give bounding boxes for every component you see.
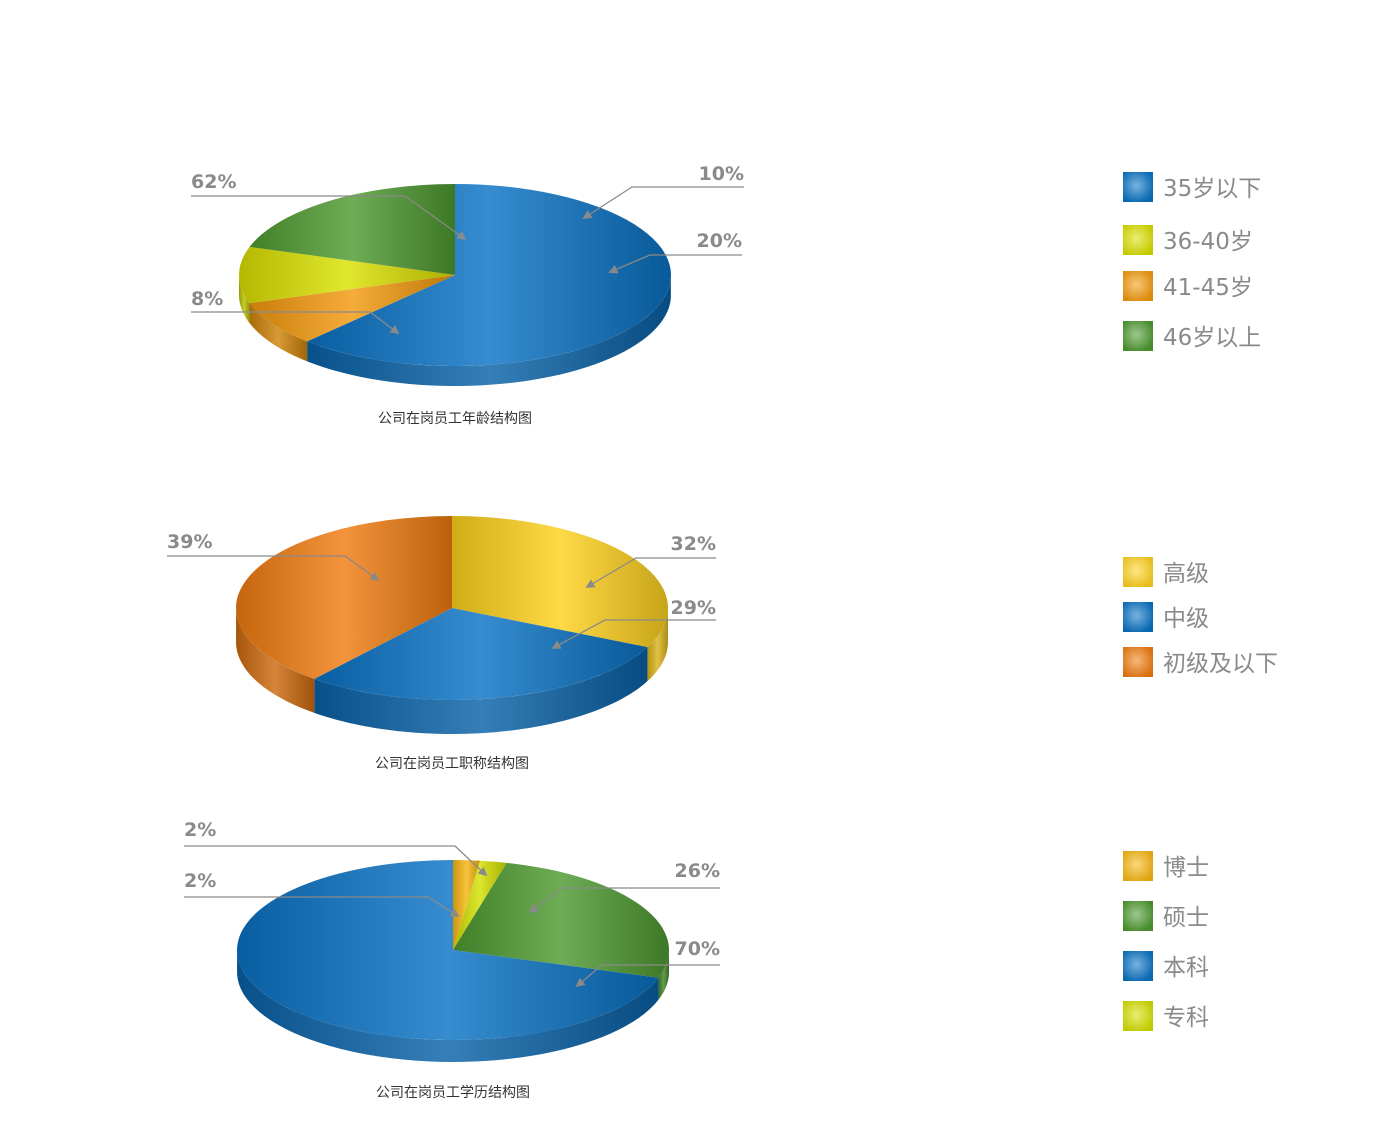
- pie-slice-初级及以下: [235, 516, 452, 679]
- legend-item: 36-40岁: [1123, 225, 1253, 255]
- leader-line: [191, 311, 400, 335]
- pie-slice-高级: [452, 516, 668, 648]
- legend-item: 中级: [1123, 602, 1209, 632]
- slice-label: 8%: [191, 288, 223, 310]
- slice-label: 26%: [675, 860, 720, 882]
- pie-slice-41-45岁: [249, 275, 455, 342]
- pie-slice-专科: [453, 860, 507, 950]
- leader-line: [191, 195, 467, 241]
- pie-slice-硕士: [453, 862, 669, 978]
- legend-label: 41-45岁: [1163, 275, 1253, 301]
- legend-item: 高级: [1123, 557, 1209, 587]
- pie-side-本科: [237, 952, 659, 1062]
- legend-label: 46岁以上: [1163, 325, 1261, 351]
- legend-item: 专科: [1123, 1001, 1209, 1031]
- leader-line: [551, 619, 716, 649]
- legend-swatch: [1123, 851, 1153, 881]
- pie-slice-46岁以上: [249, 184, 455, 275]
- leader-line: [167, 555, 380, 582]
- legend-swatch: [1123, 1001, 1153, 1031]
- slice-label: 32%: [671, 533, 716, 555]
- slice-label: 62%: [191, 171, 236, 193]
- legend-swatch: [1123, 602, 1153, 632]
- slice-label: 10%: [699, 163, 744, 185]
- legend-item: 46岁以上: [1123, 321, 1261, 351]
- leader-line: [608, 254, 742, 274]
- pie-slice-中级: [314, 608, 648, 700]
- pie-side-35岁以下: [307, 278, 671, 386]
- slice-label: 2%: [184, 870, 216, 892]
- legend-swatch: [1123, 901, 1153, 931]
- leader-line: [184, 845, 488, 877]
- leader-line: [184, 896, 460, 917]
- legend-item: 41-45岁: [1123, 271, 1253, 301]
- legend-swatch: [1123, 271, 1153, 301]
- legend-label: 初级及以下: [1163, 651, 1278, 677]
- pie-side-36-40岁: [239, 275, 250, 324]
- legend-item: 博士: [1123, 851, 1209, 881]
- legend-swatch: [1123, 557, 1153, 587]
- legend-swatch: [1123, 321, 1153, 351]
- pie-side-高级: [647, 609, 668, 682]
- leader-line: [585, 557, 716, 588]
- slice-label: 29%: [671, 597, 716, 619]
- leader-line: [528, 887, 720, 914]
- chart-title: 公司在岗员工学历结构图: [376, 1085, 530, 1101]
- legend-item: 初级及以下: [1123, 647, 1278, 677]
- pie-side-中级: [314, 647, 648, 734]
- leader-line: [582, 186, 744, 219]
- legend-swatch: [1123, 225, 1153, 255]
- pie-slice-35岁以下: [307, 184, 671, 367]
- legend-label: 博士: [1163, 855, 1209, 881]
- legend-label: 36-40岁: [1163, 229, 1253, 255]
- legend-swatch: [1123, 172, 1153, 202]
- legend-item: 35岁以下: [1123, 172, 1261, 202]
- legend-item: 硕士: [1123, 901, 1209, 931]
- slice-label: 70%: [675, 938, 720, 960]
- pie-slice-36-40岁: [239, 246, 455, 304]
- legend-swatch: [1123, 951, 1153, 981]
- legend-label: 硕士: [1163, 905, 1209, 931]
- legend-label: 高级: [1163, 561, 1209, 587]
- slice-label: 2%: [184, 819, 216, 841]
- legend-label: 专科: [1163, 1005, 1209, 1031]
- pie-side-初级及以下: [236, 610, 315, 713]
- chart-title: 公司在岗员工年龄结构图: [378, 411, 532, 427]
- legend-label: 本科: [1163, 955, 1209, 981]
- pie-slice-本科: [237, 860, 659, 1040]
- slice-label: 20%: [697, 230, 742, 252]
- chart-title: 公司在岗员工职称结构图: [375, 756, 529, 772]
- legend-label: 35岁以下: [1163, 176, 1261, 202]
- leader-line: [575, 964, 720, 988]
- pie-side-硕士: [658, 950, 669, 1000]
- pie-chart-0: 62% 8% 10% 20% 公司在岗员工年龄结构图 35岁以下 36-40岁 41-45岁 4…: [191, 163, 1261, 427]
- pie-slice-博士: [453, 859, 481, 950]
- legend-swatch: [1123, 647, 1153, 677]
- legend-label: 中级: [1163, 606, 1209, 632]
- pie-side-41-45岁: [249, 303, 308, 362]
- slice-label: 39%: [167, 531, 212, 553]
- legend-item: 本科: [1123, 951, 1209, 981]
